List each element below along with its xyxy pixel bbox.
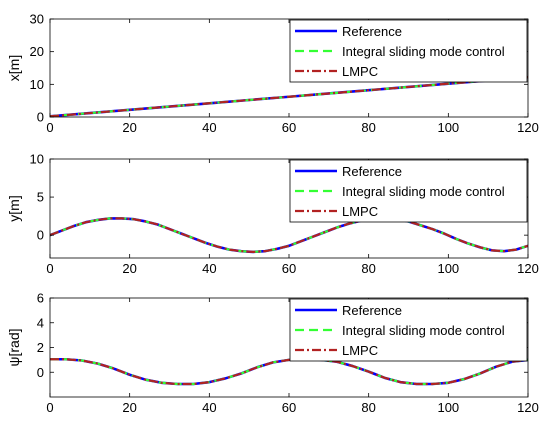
legend-label: Reference — [342, 303, 402, 318]
x-tick-label: 120 — [517, 120, 539, 135]
subplot-2: 0 20 40 60 80 100 120 0 5 10 y[m] Reference Integral… — [6, 152, 539, 277]
legend-label: LMPC — [342, 64, 378, 79]
x-tick-label: 20 — [122, 400, 136, 415]
series-line-lmpc — [50, 358, 528, 386]
y-tick-label: 10 — [30, 152, 44, 167]
x-tick-label: 40 — [202, 400, 216, 415]
series-line-lmpc — [50, 76, 528, 117]
legend-label: Integral sliding mode control — [342, 323, 505, 338]
x-tick-label: 0 — [46, 400, 53, 415]
x-tick-label: 40 — [202, 261, 216, 276]
legend-label: Integral sliding mode control — [342, 184, 505, 199]
x-tick-label: 80 — [361, 120, 375, 135]
legend: Reference Integral sliding mode control LM… — [289, 298, 528, 362]
x-tick-label: 40 — [202, 120, 216, 135]
y-axis-label: y[m] — [6, 195, 22, 221]
legend-label: Reference — [342, 164, 402, 179]
legend-label: Integral sliding mode control — [342, 44, 505, 59]
x-tick-label: 120 — [517, 261, 539, 276]
x-tick-label: 80 — [361, 400, 375, 415]
y-tick-label: 4 — [37, 315, 44, 330]
y-tick-label: 10 — [30, 77, 44, 92]
y-tick-label: 2 — [37, 340, 44, 355]
x-tick-label: 100 — [437, 261, 459, 276]
y-tick-label: 20 — [30, 44, 44, 59]
x-tick-label: 0 — [46, 120, 53, 135]
y-tick-label: 0 — [37, 365, 44, 380]
x-tick-label: 20 — [122, 261, 136, 276]
legend-label: LMPC — [342, 204, 378, 219]
subplot-1: 0 20 40 60 80 100 120 0 10 20 30 x[m] Reference Integ… — [6, 12, 539, 136]
y-tick-label: 0 — [37, 228, 44, 243]
x-tick-label: 60 — [282, 120, 296, 135]
y-tick-label: 5 — [37, 190, 44, 205]
legend-label: Reference — [342, 24, 402, 39]
legend: Reference Integral sliding mode control LM… — [289, 159, 528, 223]
legend-label: LMPC — [342, 343, 378, 358]
x-tick-label: 80 — [361, 261, 375, 276]
x-tick-label: 0 — [46, 261, 53, 276]
x-tick-label: 20 — [122, 120, 136, 135]
y-tick-label: 30 — [30, 12, 44, 27]
series-line-lmpc — [50, 217, 528, 254]
x-tick-label: 100 — [437, 400, 459, 415]
y-tick-label: 6 — [37, 291, 44, 306]
subplot-3: 0 20 40 60 80 100 120 0 2 4 6 ψ[rad] Reference Integr… — [6, 291, 539, 416]
x-tick-label: 120 — [517, 400, 539, 415]
x-tick-label: 60 — [282, 261, 296, 276]
y-tick-label: 0 — [37, 110, 44, 125]
y-axis-label: x[m] — [6, 55, 22, 81]
legend: Reference Integral sliding mode control LM… — [289, 19, 528, 83]
x-tick-label: 100 — [437, 120, 459, 135]
y-axis-label: ψ[rad] — [6, 329, 22, 367]
x-tick-label: 60 — [282, 400, 296, 415]
